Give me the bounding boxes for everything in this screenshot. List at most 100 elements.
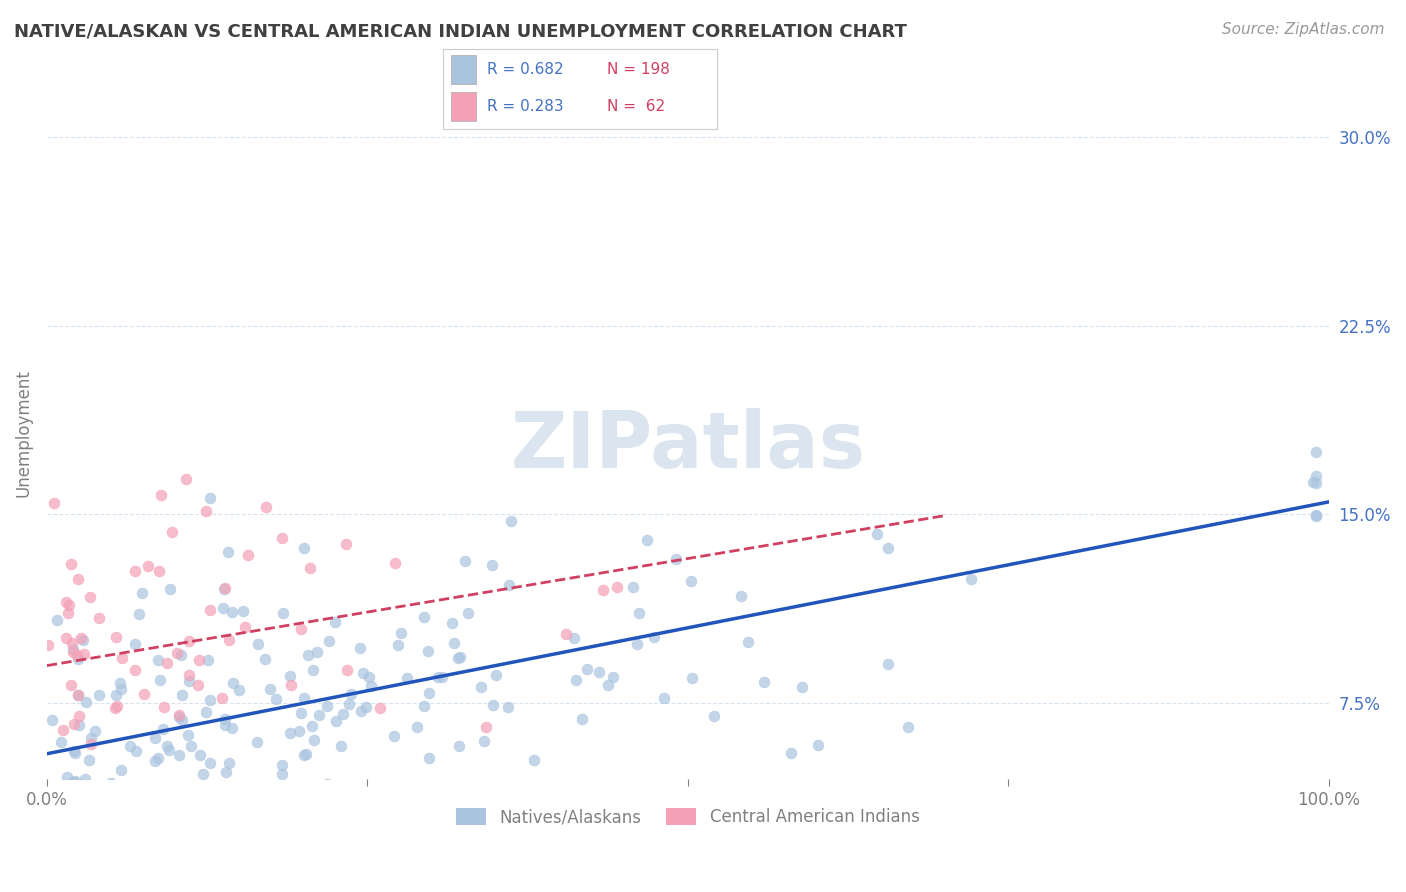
Natives/Alaskans	[416, 644, 439, 658]
Natives/Alaskans	[294, 747, 316, 762]
Central American Indians	[55, 631, 77, 645]
Natives/Alaskans	[318, 634, 340, 648]
Central American Indians	[271, 532, 294, 546]
Natives/Alaskans	[96, 784, 118, 798]
Natives/Alaskans	[217, 545, 239, 559]
Central American Indians	[66, 688, 89, 702]
Central American Indians	[148, 564, 170, 578]
Natives/Alaskans	[207, 784, 229, 798]
Central American Indians	[70, 631, 93, 645]
Natives/Alaskans	[780, 746, 803, 760]
Natives/Alaskans	[91, 784, 114, 798]
Central American Indians	[62, 645, 84, 659]
Natives/Alaskans	[297, 648, 319, 662]
Natives/Alaskans	[664, 552, 686, 566]
Natives/Alaskans	[474, 734, 496, 748]
Natives/Alaskans	[602, 670, 624, 684]
Natives/Alaskans	[301, 719, 323, 733]
Natives/Alaskans	[877, 657, 900, 672]
Natives/Alaskans	[271, 767, 294, 781]
Natives/Alaskans	[266, 784, 288, 798]
Text: R = 0.283: R = 0.283	[486, 99, 564, 114]
Natives/Alaskans	[149, 673, 172, 688]
Natives/Alaskans	[160, 784, 183, 798]
Natives/Alaskans	[562, 631, 585, 645]
Natives/Alaskans	[221, 605, 243, 619]
Natives/Alaskans	[359, 670, 381, 684]
Central American Indians	[153, 699, 176, 714]
Natives/Alaskans	[214, 712, 236, 726]
Natives/Alaskans	[191, 766, 214, 780]
Natives/Alaskans	[75, 695, 97, 709]
Natives/Alaskans	[356, 700, 378, 714]
Natives/Alaskans	[41, 713, 63, 727]
Central American Indians	[218, 633, 240, 648]
Text: NATIVE/ALASKAN VS CENTRAL AMERICAN INDIAN UNEMPLOYMENT CORRELATION CHART: NATIVE/ALASKAN VS CENTRAL AMERICAN INDIA…	[14, 22, 907, 40]
Natives/Alaskans	[792, 680, 814, 694]
Central American Indians	[60, 557, 83, 571]
Natives/Alaskans	[679, 574, 702, 588]
Natives/Alaskans	[212, 582, 235, 596]
Natives/Alaskans	[387, 638, 409, 652]
Natives/Alaskans	[382, 729, 405, 743]
Natives/Alaskans	[387, 784, 409, 798]
Natives/Alaskans	[564, 673, 586, 687]
Natives/Alaskans	[80, 784, 103, 798]
Natives/Alaskans	[67, 651, 90, 665]
Central American Indians	[160, 524, 183, 539]
Natives/Alaskans	[63, 744, 86, 758]
Natives/Alaskans	[65, 746, 87, 760]
Natives/Alaskans	[302, 663, 325, 677]
Natives/Alaskans	[395, 671, 418, 685]
Natives/Alaskans	[67, 718, 90, 732]
Central American Indians	[79, 590, 101, 604]
Natives/Alaskans	[208, 778, 231, 792]
Central American Indians	[167, 708, 190, 723]
Central American Indians	[195, 504, 218, 518]
Natives/Alaskans	[388, 778, 411, 792]
Natives/Alaskans	[481, 558, 503, 572]
Central American Indians	[63, 717, 86, 731]
Natives/Alaskans	[125, 744, 148, 758]
Natives/Alaskans	[51, 735, 73, 749]
Natives/Alaskans	[352, 665, 374, 680]
Natives/Alaskans	[110, 675, 132, 690]
Natives/Alaskans	[200, 784, 222, 798]
Natives/Alaskans	[105, 688, 128, 702]
Natives/Alaskans	[457, 606, 479, 620]
Natives/Alaskans	[167, 710, 190, 724]
Natives/Alaskans	[1305, 476, 1327, 491]
Natives/Alaskans	[1302, 475, 1324, 489]
Natives/Alaskans	[349, 641, 371, 656]
Natives/Alaskans	[636, 533, 658, 548]
Natives/Alaskans	[170, 648, 193, 662]
Natives/Alaskans	[294, 784, 316, 798]
Text: N = 198: N = 198	[607, 62, 671, 77]
Natives/Alaskans	[66, 688, 89, 702]
Natives/Alaskans	[159, 582, 181, 596]
Natives/Alaskans	[754, 675, 776, 690]
Central American Indians	[298, 560, 321, 574]
Natives/Alaskans	[212, 600, 235, 615]
Central American Indians	[58, 598, 80, 612]
Natives/Alaskans	[627, 606, 650, 620]
Natives/Alaskans	[62, 775, 84, 789]
Natives/Alaskans	[169, 747, 191, 762]
Central American Indians	[150, 488, 173, 502]
Natives/Alaskans	[215, 764, 238, 779]
Natives/Alaskans	[221, 722, 243, 736]
Central American Indians	[111, 650, 134, 665]
Central American Indians	[80, 737, 103, 751]
Central American Indians	[124, 564, 146, 578]
Central American Indians	[211, 691, 233, 706]
Natives/Alaskans	[108, 784, 131, 798]
Natives/Alaskans	[360, 679, 382, 693]
Central American Indians	[606, 580, 628, 594]
Central American Indians	[51, 723, 73, 737]
Central American Indians	[134, 687, 156, 701]
Natives/Alaskans	[278, 669, 301, 683]
Central American Indians	[198, 603, 221, 617]
Natives/Alaskans	[332, 707, 354, 722]
Central American Indians	[124, 663, 146, 677]
Natives/Alaskans	[443, 636, 465, 650]
